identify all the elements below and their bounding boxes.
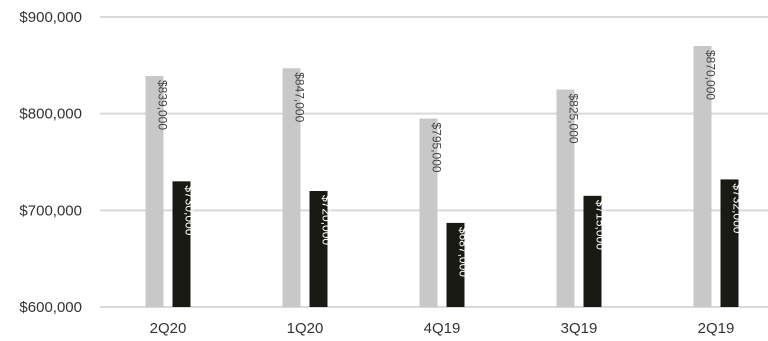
x-category-label: 1Q20: [287, 320, 324, 337]
data-labels: $839,000 $730,000 $847,000 $720,000 $795,000…: [156, 50, 745, 277]
x-category-label: 4Q19: [424, 320, 461, 337]
bar-series-2: [446, 222, 465, 307]
data-label: $687,000: [457, 227, 471, 277]
bar-series-1: [145, 75, 164, 307]
data-label: $732,000: [731, 183, 745, 233]
data-label: $847,000: [293, 72, 307, 122]
data-label: $720,000: [320, 195, 334, 245]
y-tick-label: $900,000: [19, 9, 82, 26]
bar-series-2: [720, 179, 739, 307]
y-tick-label: $800,000: [19, 106, 82, 123]
data-label: $825,000: [567, 94, 581, 144]
data-label: $870,000: [704, 50, 718, 100]
x-axis-categories: 2Q20 1Q20 4Q19 3Q19 2Q19: [150, 320, 735, 337]
bar-series-1: [556, 89, 575, 307]
bar-series-1: [419, 118, 438, 307]
x-category-label: 2Q19: [698, 320, 735, 337]
y-axis-ticks: $600,000 $700,000 $800,000 $900,000: [19, 9, 82, 316]
bar-series-1: [693, 46, 712, 307]
x-category-label: 3Q19: [561, 320, 598, 337]
bars: [145, 46, 739, 307]
data-label: $730,000: [183, 185, 197, 235]
bar-series-2: [172, 181, 191, 307]
data-label: $839,000: [156, 80, 170, 130]
x-category-label: 2Q20: [150, 320, 187, 337]
data-label: $795,000: [430, 123, 444, 173]
bar-series-1: [282, 68, 301, 307]
bar-series-2: [309, 191, 328, 307]
data-label: $715,000: [594, 200, 608, 250]
y-tick-label: $600,000: [19, 299, 82, 316]
y-tick-label: $700,000: [19, 202, 82, 219]
bar-series-2: [583, 195, 602, 307]
